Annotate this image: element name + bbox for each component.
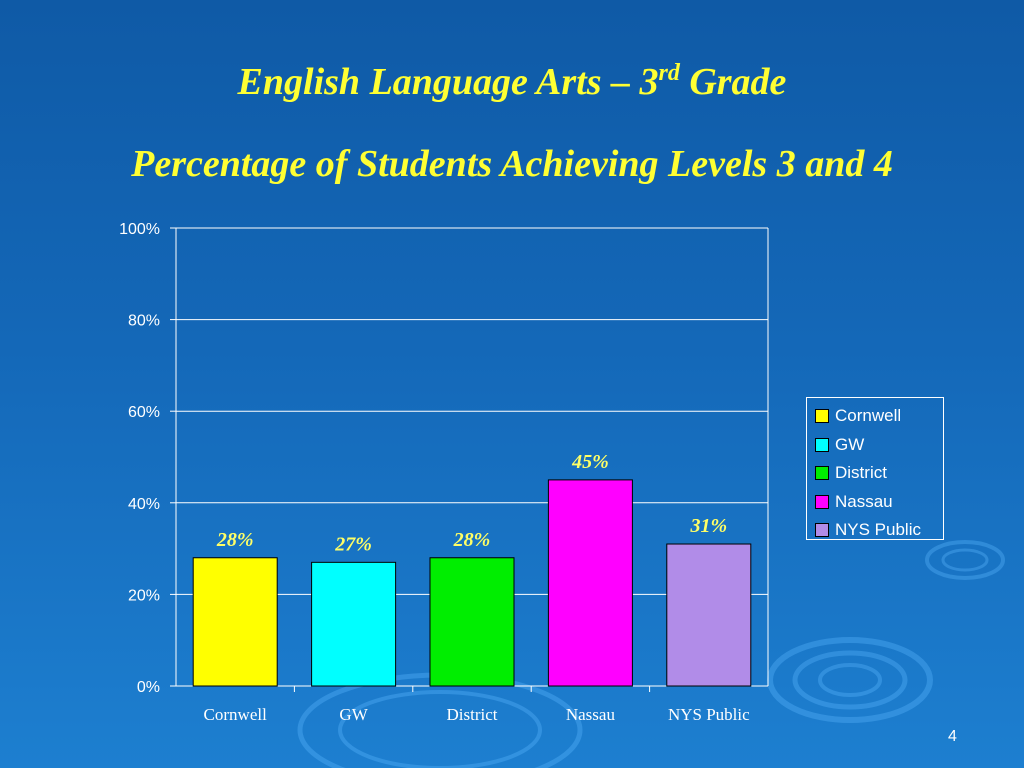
data-label: 28% [216, 529, 254, 551]
slide-title: English Language Arts – 3rd Grade [0, 60, 1024, 104]
slide-title-tail: Grade [679, 61, 787, 103]
y-tick-label: 100% [119, 221, 160, 238]
data-label: 31% [689, 515, 727, 537]
slide-subtitle: Percentage of Students Achieving Levels … [131, 143, 893, 185]
bar-gw [311, 561, 397, 687]
slide-title-superscript: rd [658, 60, 680, 86]
legend-item: Nassau [815, 488, 943, 517]
y-tick-label: 20% [128, 587, 160, 604]
y-tick-label: 0% [137, 679, 160, 696]
legend-item: Cornwell [815, 402, 943, 431]
legend-item: District [815, 459, 943, 488]
legend-item: GW [815, 431, 943, 460]
legend-swatch [815, 494, 829, 509]
legend-swatch [815, 523, 829, 538]
x-tick-label: Cornwell [204, 705, 268, 724]
page-number: 4 [948, 728, 957, 745]
slide-title-main: English Language Arts – 3 [237, 61, 659, 103]
bar-district [429, 557, 515, 687]
bar-cornwell [192, 557, 278, 687]
bar-nassau [547, 479, 633, 687]
legend-label: NYS Public [835, 520, 921, 540]
legend-swatch [815, 409, 829, 424]
x-tick-label: NYS Public [668, 705, 750, 724]
legend-label: Nassau [835, 491, 893, 511]
data-label: 28% [453, 529, 491, 551]
x-tick-label: GW [339, 705, 368, 724]
x-tick-label: Nassau [566, 705, 616, 724]
data-label: 27% [334, 533, 372, 555]
legend-label: GW [835, 434, 865, 454]
data-label: 45% [571, 451, 609, 473]
legend-swatch [815, 437, 829, 452]
y-tick-label: 60% [128, 404, 160, 421]
y-tick-label: 40% [128, 496, 160, 513]
x-tick-label: District [447, 705, 498, 724]
legend-label: Cornwell [835, 406, 902, 426]
legend-item: NYS Public [815, 516, 943, 545]
y-tick-label: 80% [128, 313, 160, 330]
legend-swatch [815, 466, 829, 481]
legend-label: District [835, 463, 887, 483]
bar-nys-public [666, 543, 752, 687]
chart-legend: Cornwell GW District Nassau NYS Public [806, 397, 944, 540]
